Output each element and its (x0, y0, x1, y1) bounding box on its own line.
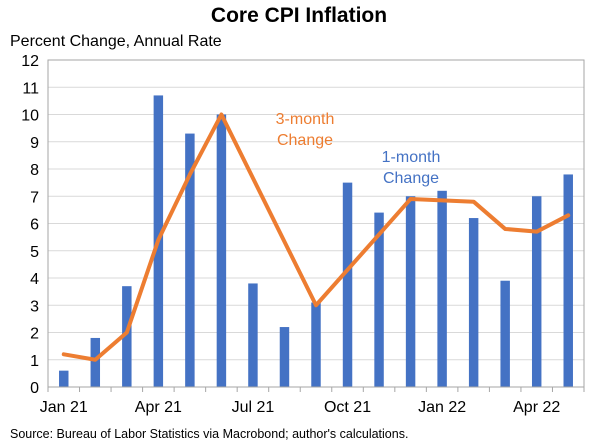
bar-1-month (59, 370, 69, 387)
y-tick-label: 11 (22, 80, 39, 97)
x-tick-label: Oct 21 (324, 399, 371, 416)
y-tick-label: 7 (30, 189, 39, 206)
bar-1-month (279, 327, 290, 387)
bar-1-month (342, 182, 353, 387)
x-tick-label: Apr 21 (135, 399, 182, 416)
bar-1-month (216, 114, 227, 387)
x-tick-labels: Jan 21 Apr 21 Jul 21 Oct 21 Jan 22 Apr 22 (40, 399, 561, 416)
y-tick-label: 2 (30, 326, 39, 343)
line-3-month (61, 112, 571, 362)
y-tick-label: 1 (30, 353, 39, 370)
x-tick-label: Jan 21 (40, 399, 88, 416)
bar-1-month (311, 302, 321, 387)
y-tick-label: 3 (30, 298, 39, 315)
series-annotation: 3-month Change (276, 111, 335, 149)
bar-1-month (563, 174, 573, 387)
plot-frame (47, 59, 585, 392)
bar-1-month (374, 212, 384, 387)
chart-title: Core CPI Inflation (211, 4, 387, 27)
series-line-3-month (61, 112, 571, 362)
bar-1-month (500, 280, 510, 387)
y-tick-label: 5 (30, 244, 39, 261)
y-tick-label: 6 (30, 217, 39, 234)
bar-1-month (248, 283, 258, 387)
bar-1-month (437, 190, 447, 387)
bar-1-month (468, 218, 479, 387)
bar-1-month (405, 196, 416, 387)
y-tick-label: 0 (30, 380, 39, 397)
y-axis-label: Percent Change, Annual Rate (10, 33, 222, 50)
y-tick-label: 9 (30, 135, 39, 152)
series-annotations: 3-month Change 1-month Change (276, 111, 441, 187)
source-note: Source: Bureau of Labor Statistics via M… (10, 427, 408, 441)
y-tick-label: 8 (30, 162, 39, 179)
bar-1-month (122, 286, 132, 387)
y-tick-label: 12 (21, 53, 39, 70)
y-tick-label: 4 (30, 271, 39, 288)
x-tick-label: Apr 22 (513, 399, 560, 416)
bars-1-month (59, 95, 573, 388)
y-tick-label: 10 (21, 108, 39, 125)
bar-1-month (531, 196, 542, 387)
series-annotation: 1-month Change (382, 149, 441, 187)
plot-border (47, 59, 585, 388)
x-tick-label: Jan 22 (418, 399, 466, 416)
bar-1-month (90, 337, 101, 387)
x-tick-label: Jul 21 (232, 399, 275, 416)
bar-1-month (185, 133, 195, 387)
